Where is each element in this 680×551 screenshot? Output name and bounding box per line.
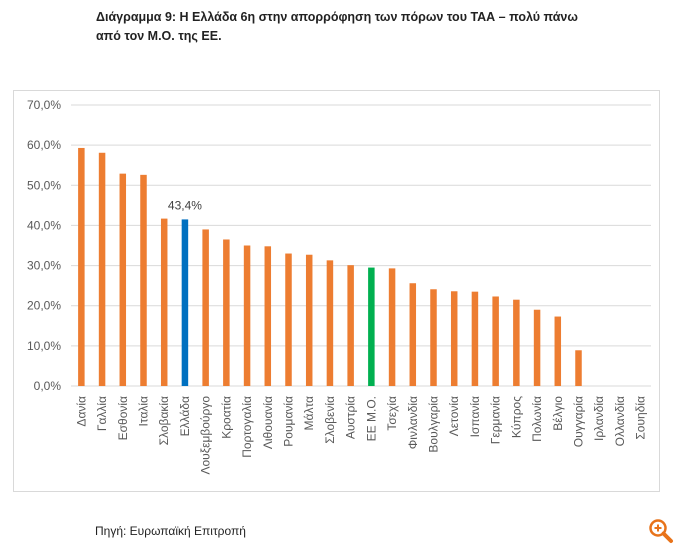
bar-default [450,291,458,386]
bar-default [388,268,396,386]
bar-default [160,218,168,386]
bar-default [202,229,209,386]
x-tick-label: Πορτογαλία [240,396,254,458]
bar-default [223,239,230,386]
x-tick-label: Λουξεμβούργο [199,396,213,475]
x-tick-label: Λιθουανία [261,396,275,449]
y-tick-label: 70,0% [27,98,61,112]
x-tick-label: Αυστρία [344,396,358,439]
x-tick-label: Ρουμανία [282,396,296,447]
y-tick-label: 10,0% [27,339,61,353]
x-tick-label: Κροατία [219,396,233,439]
y-tick-label: 20,0% [27,299,61,313]
x-tick-label: Ουγγαρία [572,396,586,447]
data-label: 43,4% [168,198,202,212]
x-tick-label: Ιταλία [137,396,151,427]
bar-chart: 0,0% 10,0% 20,0% 30,0% 40,0% 50,0% 60,0% 70,0% Δ… [27,98,651,475]
bar-default [78,147,85,386]
x-tick-label: Φινλανδία [406,396,420,449]
bar-default [409,283,417,386]
y-tick-label: 60,0% [27,138,61,152]
x-tick-label: Ολλανδία [613,396,627,446]
x-tick-label: Βουλγαρία [427,396,441,453]
x-tick-label: Σουηδία [634,396,648,440]
bar-default [430,289,437,386]
x-tick-label: Τσεχία [385,396,399,431]
bar-default [513,299,520,386]
x-tick-label: Δανία [74,396,88,427]
zoom-in-button[interactable] [646,516,676,546]
bar-default [575,350,582,386]
bar-greece [181,219,189,386]
bar-default [305,254,313,386]
y-tick-label: 0,0% [34,379,62,393]
x-tick-label: Κύπρος [509,396,523,438]
x-tick-label: Ισπανία [468,396,482,437]
x-tick-label: Εσθονία [116,396,130,440]
x-tick-label: Σλοβακία [157,396,171,445]
zoom-in-icon [649,519,673,543]
bar-default [471,291,479,386]
chart-title: Διάγραμμα 9: Η Ελλάδα 6η στην απορρόφηση… [96,8,656,46]
x-tick-label: Ιρλανδία [592,396,606,441]
x-tick-label: Μάλτα [302,396,316,431]
bar-default [264,246,272,386]
bar-eu_avg [368,267,375,386]
x-tick-label: Γαλλία [95,396,109,431]
source-note: Πηγή: Ευρωπαϊκή Επιτροπή [95,524,246,538]
x-tick-label: Γερμανία [489,396,503,444]
bar-default [347,265,354,386]
y-tick-label: 40,0% [27,218,61,232]
chart-area: 0,0% 10,0% 20,0% 30,0% 40,0% 50,0% 60,0% 70,0% Δ… [13,90,660,492]
x-tick-label: Λετονία [447,396,461,436]
bar-default [533,309,541,386]
x-tick-label: Πολωνία [530,396,544,442]
chart-title-line-2: από τον Μ.Ο. της ΕΕ. [96,29,222,43]
x-tick-label: Βέλγιο [551,396,565,431]
bar-default [492,296,499,386]
bar-default [243,245,251,386]
chart-title-line-1: Διάγραμμα 9: Η Ελλάδα 6η στην απορρόφηση… [96,10,578,24]
x-tick-label: ΕΕ Μ.Ο. [364,396,378,441]
bar-default [98,152,106,386]
x-tick-label: Σλοβενία [323,396,337,444]
bar-default [554,316,562,386]
x-tick-label: Ελλάδα [178,396,192,436]
bar-default [140,174,147,386]
y-tick-label: 50,0% [27,178,61,192]
y-tick-label: 30,0% [27,259,61,273]
bar-default [326,260,334,386]
bar-default [285,253,292,386]
bar-default [119,173,127,386]
